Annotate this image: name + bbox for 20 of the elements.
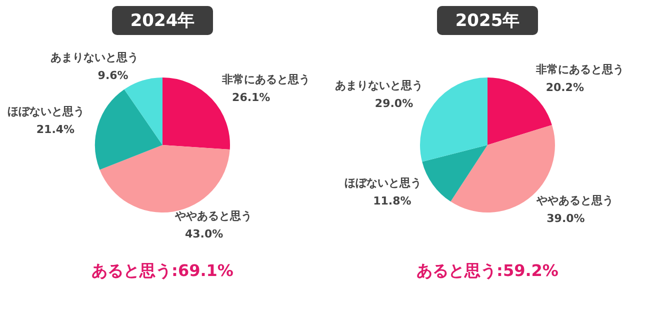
slice-label: あまりないと思う: [50, 51, 138, 64]
data-label: 29.0%: [374, 96, 414, 110]
text: あると思う:69.1%: [92, 261, 234, 282]
chart-title: 2025年: [437, 6, 538, 35]
data-label: 20.2%: [546, 81, 584, 94]
slice-label: ややあると思う: [536, 194, 614, 207]
data-label: 26.1%: [232, 91, 270, 104]
data-label: 39.0%: [546, 212, 585, 225]
data-label: 9.6%: [98, 69, 128, 82]
data-label: 43.0%: [184, 227, 224, 240]
slice-label: あまりないと思う: [335, 78, 424, 92]
slice-label: ほぼないと思う: [344, 176, 422, 190]
slice-label: 非常にあると思う: [534, 63, 624, 76]
data-label: 11.8%: [373, 194, 412, 208]
slice-label: ほぼないと思う: [8, 105, 85, 118]
data-label: 21.4%: [36, 123, 75, 136]
slice-label: 非常にあると思う: [221, 73, 310, 86]
chart-title: 2024年: [112, 6, 213, 35]
slice-label: ややあると思う: [174, 209, 252, 222]
text: あると思う:59.2%: [416, 261, 558, 282]
